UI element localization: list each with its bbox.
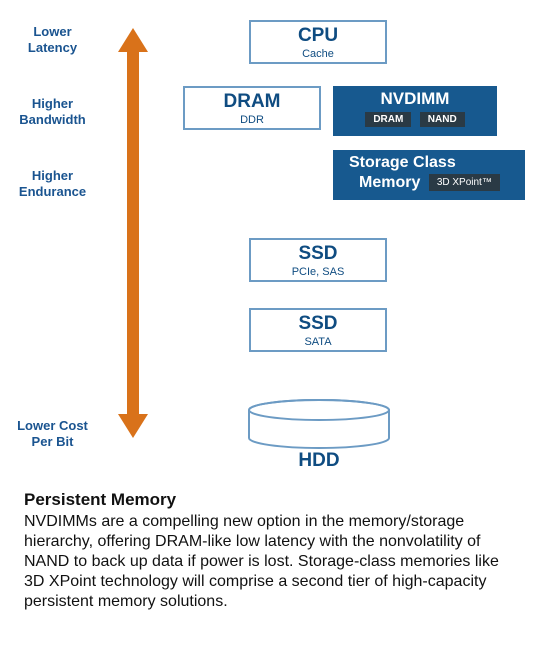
scm-box: Storage Class Memory 3D XPoint™ [333, 150, 525, 200]
paragraph-body: NVDIMMs are a compelling new option in t… [24, 512, 514, 612]
label-text: Latency [28, 40, 77, 55]
paragraph-title: Persistent Memory [24, 490, 514, 510]
label-text: Bandwidth [19, 112, 85, 127]
cpu-box: CPU Cache [249, 20, 387, 64]
ssd-pcie-box: SSD PCIe, SAS [249, 238, 387, 282]
label-lower-cost: Lower Cost Per Bit [0, 418, 105, 449]
label-higher-bandwidth: Higher Bandwidth [0, 96, 105, 127]
box-title: NVDIMM [339, 90, 491, 109]
arrow-body [127, 48, 139, 418]
hdd-label: HDD [245, 450, 393, 472]
label-text: Per Bit [32, 434, 74, 449]
box-subtitle: Cache [257, 48, 379, 61]
arrow-down-icon [118, 414, 148, 438]
scm-row: Memory 3D XPoint™ [339, 174, 519, 192]
hierarchy-diagram: Lower Latency Higher Bandwidth Higher En… [0, 0, 537, 470]
cylinder-icon [245, 398, 393, 450]
label-higher-endurance: Higher Endurance [0, 168, 105, 199]
chip-nand: NAND [420, 112, 465, 127]
nvdimm-box: NVDIMM DRAM NAND [333, 86, 497, 136]
box-subtitle: SATA [257, 336, 379, 349]
description-section: Persistent Memory NVDIMMs are a compelli… [24, 490, 514, 612]
scm-title-line2: Memory [349, 174, 420, 191]
label-lower-latency: Lower Latency [0, 24, 105, 55]
box-subtitle: DDR [191, 114, 313, 127]
label-text: Endurance [19, 184, 86, 199]
chip-3dxpoint: 3D XPoint™ [429, 174, 500, 191]
hdd-box: HDD [245, 398, 393, 450]
box-title: Storage Class [339, 154, 519, 172]
box-title: SSD [257, 314, 379, 335]
label-text: Higher [32, 168, 73, 183]
box-subtitle: PCIe, SAS [257, 266, 379, 279]
label-text: Lower Cost [17, 418, 88, 433]
dram-box: DRAM DDR [183, 86, 321, 130]
ssd-sata-box: SSD SATA [249, 308, 387, 352]
box-title: DRAM [191, 92, 313, 113]
box-title: SSD [257, 244, 379, 265]
nvdimm-chips: DRAM NAND [339, 109, 491, 127]
label-text: Higher [32, 96, 73, 111]
chip-dram: DRAM [365, 112, 411, 127]
scm-title-line1: Storage Class [349, 154, 456, 171]
label-text: Lower [33, 24, 71, 39]
box-title: CPU [257, 26, 379, 47]
vertical-arrow [118, 28, 148, 438]
